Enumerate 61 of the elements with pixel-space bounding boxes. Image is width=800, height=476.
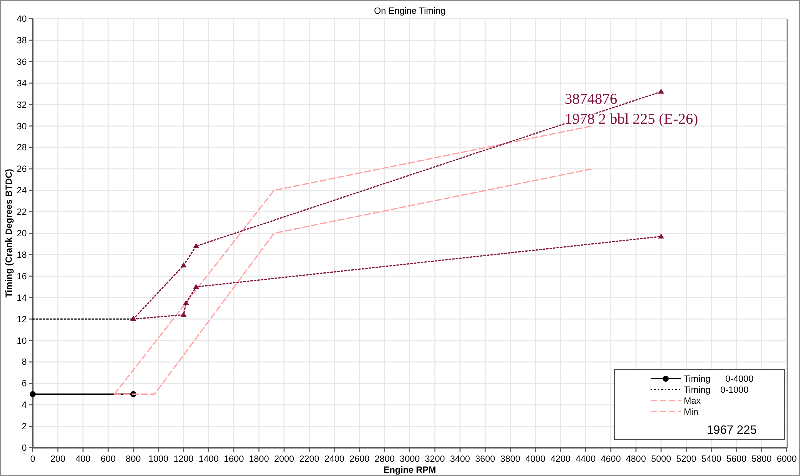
legend-label: Timing 0-4000 [684, 374, 754, 384]
y-tick-label: 26 [16, 164, 27, 174]
x-tick-label: 2000 [274, 454, 294, 464]
chart-title: On Engine Timing [374, 6, 446, 16]
y-tick-label: 20 [16, 228, 27, 238]
x-tick-label: 600 [100, 454, 116, 464]
x-tick-label: 2200 [299, 454, 320, 464]
y-tick-label: 28 [16, 142, 27, 153]
x-tick-label: 3000 [400, 454, 420, 464]
y-tick-label: 12 [16, 314, 27, 324]
x-tick-label: 800 [126, 454, 142, 464]
y-tick-label: 34 [16, 78, 27, 88]
annotation: 1967 225 [707, 423, 758, 437]
y-tick-label: 40 [16, 14, 27, 24]
y-axis-title: Timing (Crank Degrees BTDC) [4, 169, 14, 298]
x-tick-label: 3400 [450, 454, 470, 464]
x-tick-label: 3600 [475, 454, 496, 464]
x-tick-label: 2400 [324, 454, 345, 464]
y-tick-label: 16 [16, 271, 27, 282]
y-tick-label: 0 [22, 443, 27, 453]
y-tick-label: 2 [22, 422, 27, 432]
x-tick-label: 200 [50, 454, 66, 464]
x-tick-label: 1400 [198, 454, 219, 464]
x-tick-label: 5200 [676, 454, 696, 464]
x-tick-label: 3200 [425, 454, 446, 464]
x-tick-label: 4600 [601, 454, 622, 464]
y-tick-label: 18 [16, 250, 27, 260]
x-tick-label: 4400 [576, 454, 596, 464]
x-tick-label: 1800 [249, 454, 270, 464]
x-tick-label: 5800 [752, 454, 772, 464]
y-tick-label: 32 [16, 100, 27, 110]
x-tick-label: 4800 [626, 454, 646, 464]
x-tick-label: 400 [76, 454, 91, 464]
y-tick-label: 22 [16, 207, 27, 218]
x-tick-label: 3800 [500, 454, 521, 464]
annotation: 3874876 [565, 92, 618, 108]
y-tick-label: 24 [16, 186, 27, 196]
x-tick-label: 1200 [174, 454, 194, 464]
x-tick-label: 2800 [374, 454, 395, 464]
x-tick-label: 5000 [651, 454, 672, 464]
x-tick-label: 6000 [776, 454, 798, 464]
x-tick-label: 4200 [550, 454, 571, 464]
legend-label: Max [684, 396, 702, 406]
y-tick-label: 10 [16, 336, 27, 346]
x-tick-label: 5400 [702, 454, 722, 464]
x-tick-label: 1000 [148, 454, 169, 464]
x-tick-label: 0 [30, 454, 36, 464]
y-tick-label: 36 [16, 56, 27, 67]
y-tick-label: 30 [16, 121, 27, 132]
y-tick-label: 4 [22, 400, 27, 410]
legend-label: Timing 0-1000 [684, 385, 749, 395]
x-axis-title: Engine RPM [384, 465, 436, 475]
x-tick-label: 5600 [726, 454, 747, 464]
legend-label: Min [684, 407, 699, 417]
y-tick-label: 14 [16, 292, 27, 303]
x-tick-label: 1600 [224, 454, 244, 464]
y-tick-label: 8 [22, 357, 27, 368]
x-tick-label: 4000 [526, 454, 546, 464]
y-tick-label: 38 [16, 35, 27, 46]
x-tick-label: 2600 [350, 454, 370, 464]
y-tick-label: 6 [22, 378, 27, 389]
